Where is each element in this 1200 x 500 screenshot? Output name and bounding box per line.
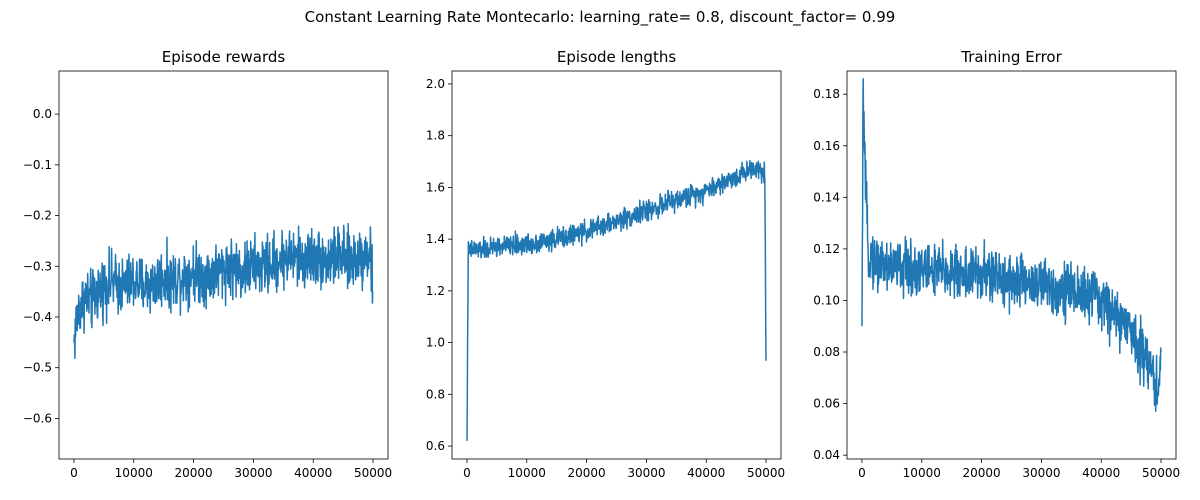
x-tick-label: 40000 xyxy=(1082,466,1120,480)
y-tick-label: 0.0 xyxy=(33,107,52,121)
x-tick-label: 30000 xyxy=(234,466,272,480)
x-tick-label: 30000 xyxy=(1022,466,1060,480)
x-tick-label: 20000 xyxy=(567,466,605,480)
y-tick-label: 1.2 xyxy=(426,284,445,298)
y-tick-label: −0.3 xyxy=(23,259,52,273)
y-tick-label: −0.2 xyxy=(23,209,52,223)
y-tick-label: 0.10 xyxy=(813,293,840,307)
chart-panel-3: 0 10000 20000 30000 40000 50000 0.04 0.06 0.08 0.… xyxy=(813,48,1180,480)
chart-panel-2: 0 10000 20000 30000 40000 50000 0.6 0.8 1.0 1.2 1.… xyxy=(426,48,785,480)
series-line-1 xyxy=(466,159,767,441)
y-tick-label: 0.14 xyxy=(813,190,840,204)
y-tick-label: 0.04 xyxy=(813,448,840,462)
x-tick-label: 40000 xyxy=(294,466,332,480)
x-tick-label: 0 xyxy=(70,466,78,480)
x-tick-label: 10000 xyxy=(903,466,941,480)
axes-frame xyxy=(58,70,389,460)
x-tick-label: 50000 xyxy=(354,466,392,480)
axes-frame xyxy=(846,70,1177,460)
x-tick-label: 40000 xyxy=(687,466,725,480)
chart-title: Episode rewards xyxy=(162,48,286,66)
y-tick-label: 1.4 xyxy=(426,232,445,246)
y-tick-label: 0.16 xyxy=(813,139,840,153)
y-tick-label: 0.8 xyxy=(426,387,445,401)
x-tick-label: 10000 xyxy=(115,466,153,480)
y-tick-label: 0.06 xyxy=(813,397,840,411)
chart-title: Training Error xyxy=(960,48,1062,66)
y-tick-label: −0.4 xyxy=(23,310,52,324)
x-tick-label: 20000 xyxy=(174,466,212,480)
y-tick-label: 0.18 xyxy=(813,87,840,101)
x-tick-label: 30000 xyxy=(627,466,665,480)
figure-suptitle: Constant Learning Rate Montecarlo: learn… xyxy=(304,8,896,26)
y-tick-label: 0.08 xyxy=(813,345,840,359)
chart-title: Episode lengths xyxy=(557,48,676,66)
y-tick-label: 0.6 xyxy=(426,439,445,453)
x-tick-label: 50000 xyxy=(747,466,785,480)
x-tick-label: 0 xyxy=(463,466,471,480)
y-tick-label: 1.8 xyxy=(426,129,445,143)
y-tick-label: 0.12 xyxy=(813,242,840,256)
y-tick-label: 2.0 xyxy=(426,77,445,91)
y-tick-label: −0.1 xyxy=(23,158,52,172)
chart-panel-1: 0 10000 20000 30000 40000 50000 −0.6 −0.5 −0.4 −0… xyxy=(23,48,392,480)
series-line-1 xyxy=(73,222,374,360)
y-tick-label: −0.5 xyxy=(23,361,52,375)
x-tick-label: 20000 xyxy=(962,466,1000,480)
x-tick-label: 50000 xyxy=(1142,466,1180,480)
series-line-1 xyxy=(861,78,1162,412)
x-tick-label: 0 xyxy=(858,466,866,480)
y-tick-label: 1.0 xyxy=(426,336,445,350)
x-tick-label: 10000 xyxy=(508,466,546,480)
axes-frame xyxy=(451,70,782,460)
y-tick-label: −0.6 xyxy=(23,411,52,425)
y-tick-label: 1.6 xyxy=(426,180,445,194)
